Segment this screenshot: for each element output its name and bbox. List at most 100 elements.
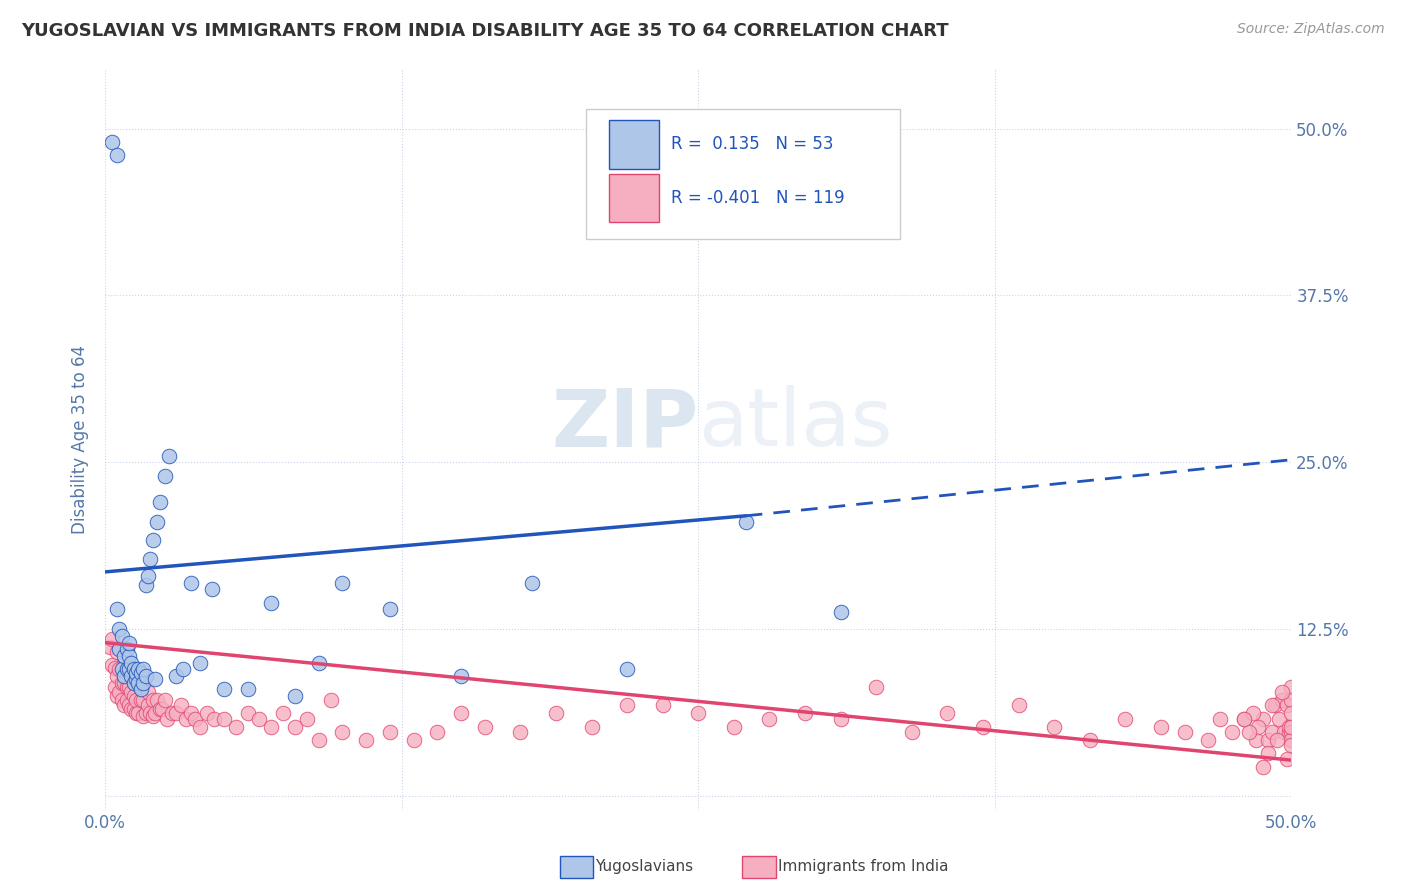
FancyBboxPatch shape: [585, 110, 900, 239]
Point: [160, 706, 183, 721]
Text: R =  0.135   N = 53: R = 0.135 N = 53: [671, 136, 834, 153]
Point: [1220, 725, 1243, 739]
Point: [105, 602, 128, 616]
Point: [118, 680, 141, 694]
Point: [936, 706, 959, 721]
Point: [1271, 693, 1294, 707]
Point: [1257, 747, 1279, 761]
Point: [332, 725, 354, 739]
Point: [136, 698, 159, 713]
Point: [378, 725, 401, 739]
Point: [180, 575, 202, 590]
Point: [830, 605, 852, 619]
Point: [1268, 712, 1291, 726]
Point: [122, 702, 145, 716]
Point: [125, 672, 148, 686]
Point: [308, 656, 330, 670]
Point: [1251, 760, 1274, 774]
Point: [122, 662, 145, 676]
Point: [616, 698, 638, 713]
Point: [146, 693, 169, 707]
Point: [651, 698, 673, 713]
Y-axis label: Disability Age 35 to 64: Disability Age 35 to 64: [72, 344, 89, 533]
Point: [174, 712, 197, 726]
Point: [139, 706, 162, 721]
Point: [108, 662, 131, 676]
Point: [1279, 725, 1302, 739]
Point: [284, 689, 307, 703]
Point: [474, 720, 496, 734]
Point: [1174, 725, 1197, 739]
Point: [1279, 680, 1302, 694]
Point: [184, 712, 207, 726]
Point: [132, 693, 155, 707]
Point: [105, 645, 128, 659]
Point: [180, 706, 202, 721]
Point: [120, 669, 142, 683]
Point: [402, 733, 425, 747]
Point: [129, 680, 152, 694]
Point: [143, 672, 166, 686]
Point: [104, 680, 127, 694]
Point: [830, 712, 852, 726]
Point: [101, 658, 124, 673]
Point: [1279, 706, 1302, 721]
Point: [149, 702, 172, 716]
Point: [236, 706, 259, 721]
Point: [173, 662, 195, 676]
Point: [146, 516, 169, 530]
Point: [271, 706, 294, 721]
Point: [125, 666, 148, 681]
Point: [188, 720, 211, 734]
Point: [98, 640, 121, 654]
Point: [156, 712, 179, 726]
Point: [1265, 733, 1288, 747]
Point: [450, 706, 472, 721]
Point: [153, 693, 176, 707]
Point: [1043, 720, 1066, 734]
Point: [150, 702, 173, 716]
Point: [132, 675, 155, 690]
Point: [1247, 720, 1270, 734]
Point: [354, 733, 377, 747]
Point: [212, 682, 235, 697]
Point: [142, 709, 165, 723]
Point: [236, 682, 259, 697]
Point: [202, 712, 225, 726]
Point: [1209, 712, 1232, 726]
Point: [1251, 712, 1274, 726]
Point: [101, 135, 124, 149]
Point: [900, 725, 922, 739]
Text: ZIP: ZIP: [551, 385, 699, 463]
Point: [111, 629, 134, 643]
Point: [522, 575, 544, 590]
Point: [509, 725, 531, 739]
Point: [734, 516, 756, 530]
Point: [1233, 712, 1256, 726]
Point: [170, 698, 193, 713]
Point: [115, 662, 138, 676]
Point: [105, 148, 128, 162]
Point: [135, 578, 157, 592]
Point: [122, 675, 145, 690]
Point: [108, 622, 131, 636]
FancyBboxPatch shape: [609, 174, 659, 222]
Text: Immigrants from India: Immigrants from India: [778, 859, 948, 873]
Point: [118, 662, 141, 676]
Point: [865, 680, 887, 694]
Point: [450, 669, 472, 683]
Point: [1078, 733, 1101, 747]
FancyBboxPatch shape: [609, 120, 659, 169]
Point: [136, 569, 159, 583]
Point: [112, 648, 135, 663]
Point: [1261, 698, 1284, 713]
Point: [115, 693, 138, 707]
Point: [135, 706, 157, 721]
Point: [136, 685, 159, 699]
Point: [260, 596, 283, 610]
Point: [581, 720, 603, 734]
Point: [616, 662, 638, 676]
Point: [105, 689, 128, 703]
Point: [115, 680, 138, 694]
Point: [105, 669, 128, 683]
